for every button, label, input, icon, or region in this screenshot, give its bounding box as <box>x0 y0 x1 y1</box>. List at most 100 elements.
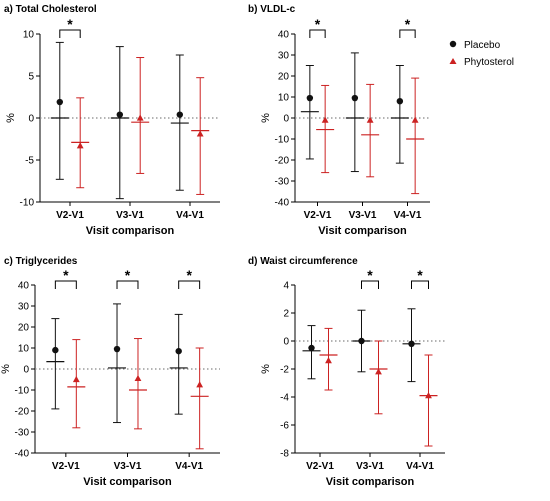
significance-star: * <box>417 267 423 283</box>
mean-point-phytosterol <box>321 116 329 123</box>
legend-label-phytosterol: Phytosterol <box>464 57 514 68</box>
legend-label-placebo: Placebo <box>464 40 501 51</box>
y-tick-label: -40 <box>275 198 290 209</box>
mean-point-phytosterol <box>325 357 332 364</box>
legend-marker-placebo <box>449 40 457 48</box>
significance-bracket <box>411 280 429 289</box>
mean-point-placebo <box>408 340 415 347</box>
y-tick-label: 30 <box>18 302 30 313</box>
significance-star: * <box>315 16 321 32</box>
mean-point-placebo <box>176 111 183 118</box>
mean-point-placebo <box>358 337 365 345</box>
significance-bracket <box>361 280 379 289</box>
mean-point-placebo <box>351 94 359 102</box>
x-tick-label: V3-V1 <box>116 210 144 221</box>
y-tick-label: -8 <box>280 449 289 460</box>
x-tick-label: V2-V1 <box>56 210 84 221</box>
y-tick-label: -20 <box>15 407 30 418</box>
significance-bracket <box>178 280 201 289</box>
x-axis-label: Visit comparison <box>326 476 415 488</box>
mean-point-phytosterol <box>134 374 142 382</box>
y-tick-label: -4 <box>280 393 289 404</box>
y-tick-label: 10 <box>23 30 35 41</box>
mean-point-phytosterol <box>72 375 80 383</box>
y-tick-label: -30 <box>15 428 30 439</box>
y-axis-label: % <box>260 113 272 123</box>
y-axis-label: % <box>260 364 272 374</box>
mean-point-phytosterol <box>375 368 382 375</box>
mean-point-placebo <box>56 98 63 106</box>
x-tick-label: V3-V1 <box>114 461 142 472</box>
panel-1: a) Total Cholesterol 10 5 0 -5 -10% V2-V1 V3-V1… <box>4 4 220 237</box>
y-tick-label: -40 <box>15 449 30 460</box>
y-tick-label: 5 <box>28 72 34 83</box>
significance-star: * <box>186 267 192 283</box>
x-tick-label: V4-V1 <box>176 210 204 221</box>
significance-bracket <box>399 29 416 38</box>
y-tick-label: 0 <box>23 365 29 376</box>
legend: Placebo Phytosterol <box>449 40 514 68</box>
y-tick-label: 40 <box>18 281 30 292</box>
x-tick-label: V2-V1 <box>52 461 80 472</box>
y-tick-label: 0 <box>28 114 34 125</box>
legend-marker-phytosterol <box>449 58 457 64</box>
y-tick-label: 10 <box>18 344 30 355</box>
panel-3: c) Triglycerides 40 30 20 10 0 -10 -20 -30 -40% V2… <box>0 256 220 488</box>
x-tick-label: V3-V1 <box>356 461 384 472</box>
y-tick-label: -20 <box>275 156 290 167</box>
x-axis-label: Visit comparison <box>86 225 175 237</box>
y-tick-label: -10 <box>275 135 290 146</box>
y-tick-label: -6 <box>280 421 289 432</box>
y-tick-label: 30 <box>278 51 290 62</box>
panel-title: d) Waist circumference <box>248 256 358 267</box>
y-tick-label: 20 <box>18 323 30 334</box>
y-tick-label: -30 <box>275 177 290 188</box>
significance-bracket <box>59 29 81 38</box>
y-tick-label: 0 <box>283 114 289 125</box>
y-tick-label: 2 <box>283 309 289 320</box>
mean-point-phytosterol <box>76 142 84 149</box>
x-tick-label: V2-V1 <box>306 461 334 472</box>
x-tick-label: V2-V1 <box>304 210 332 221</box>
mean-point-placebo <box>175 347 182 355</box>
mean-point-placebo <box>116 111 124 118</box>
significance-star: * <box>405 16 411 32</box>
y-tick-label: 20 <box>278 72 290 83</box>
mean-point-phytosterol <box>366 116 374 123</box>
significance-star: * <box>67 16 73 32</box>
mean-point-placebo <box>308 344 315 352</box>
y-tick-label: 0 <box>283 337 289 348</box>
y-axis-label: % <box>0 364 12 374</box>
y-tick-label: 10 <box>278 93 290 104</box>
significance-star: * <box>125 267 131 283</box>
panel-title: b) VLDL-c <box>248 4 296 15</box>
x-axis-label: Visit comparison <box>83 476 172 488</box>
mean-point-placebo <box>52 346 59 354</box>
panel-4: d) Waist circumference 4 2 0 -2 -4 -6 -8% V2-V1 V… <box>248 256 445 488</box>
significance-bracket <box>309 29 326 38</box>
x-tick-label: V4-V1 <box>175 461 203 472</box>
mean-point-phytosterol <box>425 392 432 399</box>
panel-title: a) Total Cholesterol <box>4 4 97 15</box>
y-tick-label: 4 <box>283 281 289 292</box>
x-tick-label: V3-V1 <box>349 210 377 221</box>
mean-point-placebo <box>396 98 404 105</box>
significance-star: * <box>367 267 373 283</box>
mean-point-phytosterol <box>411 116 419 123</box>
mean-point-phytosterol <box>196 130 204 137</box>
x-axis-label: Visit comparison <box>318 225 407 237</box>
mean-point-placebo <box>306 94 314 102</box>
mean-point-phytosterol <box>136 114 144 121</box>
significance-star: * <box>63 267 69 283</box>
y-tick-label: -10 <box>20 198 35 209</box>
x-tick-label: V4-V1 <box>406 461 434 472</box>
panel-2: b) VLDL-c 40 30 20 10 0 -10 -20 -30 -40% V2-V1 V3-V… <box>248 4 430 237</box>
y-tick-label: 40 <box>278 30 290 41</box>
mean-point-phytosterol <box>196 381 204 388</box>
y-tick-label: -5 <box>25 156 34 167</box>
y-tick-label: -10 <box>15 386 30 397</box>
mean-point-placebo <box>113 345 121 353</box>
y-axis-label: % <box>5 113 17 123</box>
x-tick-label: V4-V1 <box>394 210 422 221</box>
